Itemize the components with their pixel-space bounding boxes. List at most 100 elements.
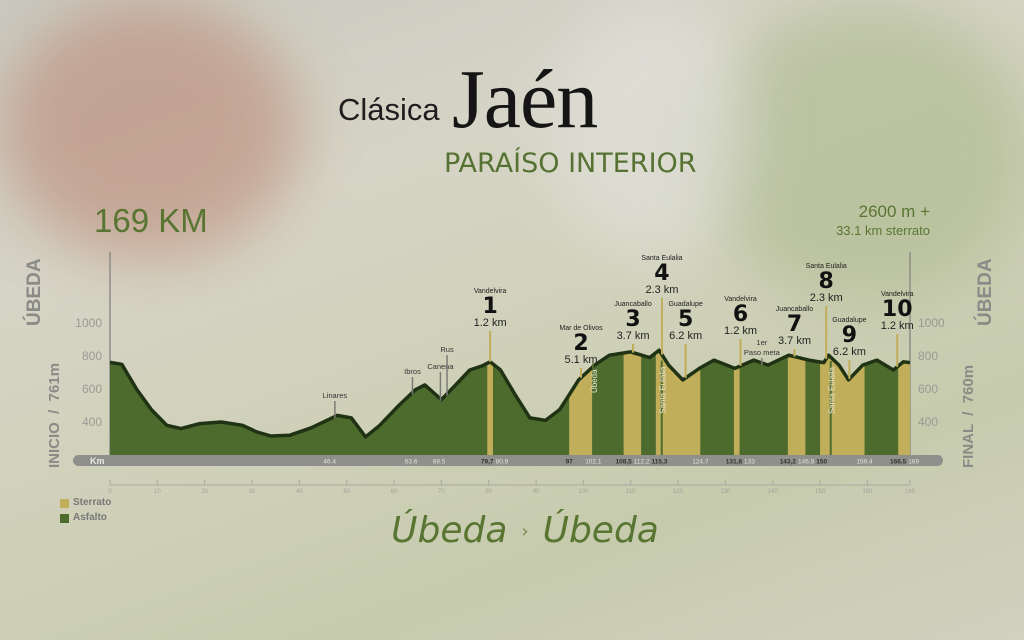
gravel-segment bbox=[487, 350, 493, 455]
km-mark: 80,9 bbox=[496, 459, 509, 466]
km-mark: 146,9 bbox=[798, 459, 815, 466]
climb-length: 6.2 km bbox=[833, 346, 866, 358]
x-tick-label: 90 bbox=[533, 489, 540, 495]
km-mark: 63.6 bbox=[405, 459, 418, 466]
climb-name: Santa Eulalia bbox=[641, 255, 682, 262]
x-tick-label: 10 bbox=[154, 489, 161, 495]
x-tick-label: 130 bbox=[720, 489, 731, 495]
background-photo-blur bbox=[0, 0, 300, 260]
gravel-segment bbox=[787, 350, 806, 455]
y-tick-label-right: 1000 bbox=[918, 316, 945, 330]
km-band-label: Km bbox=[90, 456, 105, 466]
climb-number: 9 bbox=[842, 323, 857, 348]
climb-name: Santa Eulalia bbox=[806, 263, 847, 270]
y-tick-label-left: 600 bbox=[82, 382, 102, 396]
km-mark: 102,1 bbox=[585, 459, 602, 466]
legend-label: Asfalto bbox=[73, 512, 107, 523]
climb-number: 4 bbox=[654, 261, 669, 286]
climb-length: 5.1 km bbox=[564, 354, 597, 366]
background-photo-blur bbox=[550, 0, 750, 260]
town-label: 1er bbox=[756, 338, 767, 347]
climb-name: Guadalupe bbox=[832, 317, 866, 324]
climb-length: 1.2 km bbox=[474, 317, 507, 329]
profile-line bbox=[109, 348, 911, 439]
route-separator: › bbox=[521, 521, 529, 542]
inline-place-label: Úbeda bbox=[590, 369, 599, 393]
y-tick-label-left: 1000 bbox=[75, 316, 102, 330]
x-tick-label: 150 bbox=[815, 489, 826, 495]
town-label: Ibros bbox=[404, 367, 421, 376]
inline-place-label: Santa Eulalia bbox=[659, 366, 668, 414]
legend-asfalto: Asfalto bbox=[60, 512, 107, 524]
gravel-segment bbox=[733, 350, 740, 455]
km-band bbox=[73, 455, 943, 466]
x-tick-label: 0 bbox=[108, 489, 112, 495]
climb-number: 10 bbox=[882, 297, 913, 322]
climb-length: 1.2 km bbox=[724, 325, 757, 337]
climb-name: Vandelvira bbox=[881, 291, 914, 298]
climb-length: 3.7 km bbox=[778, 335, 811, 347]
km-mark: 115,3 bbox=[652, 459, 668, 466]
brand-subtitle: PARAÍSO INTERIOR bbox=[444, 148, 697, 179]
x-tick-label: 50 bbox=[343, 489, 350, 495]
climb-name: Juancaballo bbox=[614, 301, 651, 308]
climb-name: Mar de Olivos bbox=[559, 325, 603, 332]
climb-name: Guadalupe bbox=[668, 301, 702, 308]
gravel-total: 33.1 km sterrato bbox=[836, 223, 930, 238]
km-mark: 169 bbox=[908, 459, 919, 466]
climb-number: 2 bbox=[573, 331, 588, 356]
km-mark: 108,5 bbox=[616, 459, 633, 466]
race-distance: 169 KM bbox=[94, 202, 208, 239]
town-label: Canena bbox=[427, 362, 454, 371]
x-tick-label: 30 bbox=[249, 489, 256, 495]
town-label: Linares bbox=[323, 391, 348, 400]
town-label: Paso meta bbox=[744, 348, 781, 357]
background-photo-blur bbox=[700, 0, 1024, 300]
climb-name: Juancaballo bbox=[776, 306, 813, 313]
climb-name: Vandelvira bbox=[724, 296, 757, 303]
x-tick-label: 169 bbox=[905, 489, 916, 495]
y-tick-label-left: 800 bbox=[82, 349, 102, 363]
x-tick-label: 100 bbox=[578, 489, 589, 495]
climb-number: 5 bbox=[678, 307, 693, 332]
gravel-segment bbox=[898, 350, 910, 455]
route-title: Úbeda › Úbeda bbox=[0, 510, 1024, 553]
climb-length: 2.3 km bbox=[810, 292, 843, 304]
inline-place-label: Santa Eulalia bbox=[828, 366, 837, 414]
km-mark: 131,8 bbox=[726, 459, 743, 466]
asfalto-swatch bbox=[60, 513, 69, 523]
x-tick-label: 20 bbox=[201, 489, 208, 495]
climb-number: 1 bbox=[482, 294, 497, 319]
climb-number: 6 bbox=[733, 302, 748, 327]
x-tick-label: 110 bbox=[626, 489, 636, 495]
km-mark: 46.4 bbox=[323, 459, 336, 466]
km-mark: 159,4 bbox=[856, 459, 873, 466]
climb-name: Vandelvira bbox=[474, 288, 507, 295]
x-tick-label: 60 bbox=[391, 489, 398, 495]
legend-sterrato: Sterrato bbox=[60, 497, 111, 509]
km-mark: 97 bbox=[566, 459, 574, 466]
km-mark: 150 bbox=[816, 459, 827, 466]
climb-number: 8 bbox=[819, 269, 834, 294]
brand-name: Jaén bbox=[452, 53, 598, 146]
climb-number: 7 bbox=[787, 312, 802, 337]
y-tick-label-left: 400 bbox=[82, 415, 102, 429]
gravel-segment bbox=[623, 350, 642, 455]
legend-label: Sterrato bbox=[73, 497, 112, 508]
climb-length: 1.2 km bbox=[881, 320, 914, 332]
elevation-gain: 2600 m + bbox=[858, 202, 930, 221]
km-mark: 112,2 bbox=[634, 459, 650, 466]
climb-length: 2.3 km bbox=[645, 284, 678, 296]
x-tick-label: 70 bbox=[438, 489, 445, 495]
km-mark: 124,7 bbox=[692, 459, 709, 466]
y-tick-label-right: 600 bbox=[918, 382, 938, 396]
town-label: Rus bbox=[440, 345, 454, 354]
km-mark: 69.5 bbox=[433, 459, 446, 466]
x-tick-label: 40 bbox=[296, 489, 303, 495]
climb-length: 3.7 km bbox=[617, 330, 650, 342]
km-mark: 79,7 bbox=[481, 459, 494, 466]
y-tick-label-right: 800 bbox=[918, 349, 938, 363]
km-mark: 143,2 bbox=[780, 459, 797, 466]
y-tick-label-right: 400 bbox=[918, 415, 938, 429]
